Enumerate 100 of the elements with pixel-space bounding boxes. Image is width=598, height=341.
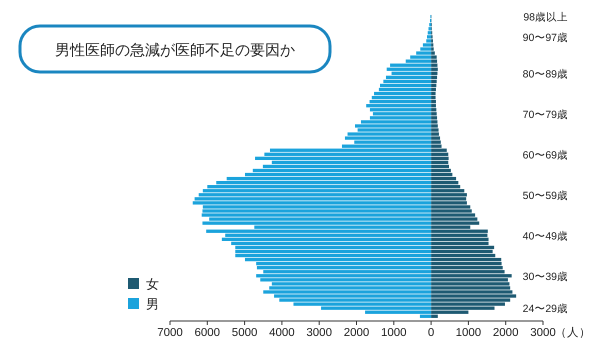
y-tick-label: 70〜79歳 — [522, 108, 568, 121]
x-tick-label: 3000 — [306, 327, 332, 339]
bar — [370, 100, 432, 104]
y-tick-label: 98歳以上 — [523, 10, 568, 24]
bar — [431, 258, 502, 262]
legend-label: 女 — [146, 276, 159, 292]
y-tick-label: 50〜59歳 — [522, 188, 568, 202]
bar — [386, 76, 432, 80]
bar — [366, 104, 432, 108]
bar — [222, 238, 432, 241]
bar — [235, 250, 432, 254]
bar — [431, 193, 467, 196]
bar — [256, 274, 432, 278]
bar — [431, 64, 438, 67]
bar — [431, 274, 512, 278]
bar — [202, 209, 432, 213]
bar — [390, 64, 432, 67]
bar — [431, 217, 478, 221]
bar — [431, 213, 476, 217]
y-tick-label: 90〜97歳 — [522, 30, 568, 44]
bar — [431, 205, 470, 209]
bar — [431, 152, 448, 156]
bar — [431, 164, 450, 168]
bar — [431, 100, 436, 104]
bar — [431, 234, 488, 237]
bar — [431, 96, 436, 100]
bar — [431, 124, 438, 128]
legend-label: 男 — [146, 296, 159, 312]
bar — [431, 282, 510, 286]
bar — [431, 172, 452, 176]
x-axis-title: （人） — [555, 326, 591, 339]
bar — [431, 189, 464, 192]
bar — [235, 254, 432, 258]
bar — [431, 148, 447, 152]
bar — [431, 238, 489, 241]
title: 男性医師の急減が医師不足の要因か — [18, 24, 332, 74]
bar — [431, 68, 438, 71]
bar — [431, 185, 460, 188]
bar — [344, 136, 432, 140]
bar — [198, 193, 432, 196]
bar — [372, 96, 432, 100]
bar — [386, 68, 432, 71]
bar — [372, 112, 432, 116]
bar — [431, 104, 436, 108]
x-tick-label: 1000 — [381, 327, 407, 339]
bar — [431, 160, 448, 164]
bar — [431, 168, 451, 172]
bar — [431, 136, 440, 140]
x-tick-label: 0 — [428, 327, 434, 339]
bar — [431, 290, 512, 294]
bar — [355, 124, 432, 128]
bar — [431, 221, 480, 225]
x-tick-label: 2000 — [492, 327, 518, 339]
bar — [348, 132, 432, 136]
bar — [431, 209, 472, 213]
y-tick-label: 40〜49歳 — [522, 229, 568, 242]
bar — [431, 60, 438, 63]
y-tick-label: 30〜39歳 — [522, 270, 568, 283]
bar — [431, 246, 494, 250]
bar — [431, 116, 438, 120]
bar — [431, 262, 502, 266]
bar — [431, 278, 508, 282]
bar — [194, 197, 432, 201]
bar — [431, 55, 437, 59]
bar — [431, 156, 449, 160]
bar — [380, 84, 432, 88]
x-tick-label: 5000 — [232, 327, 258, 339]
bar — [383, 80, 432, 84]
bar — [202, 189, 432, 192]
x-tick-label: 6000 — [194, 327, 220, 339]
bar — [235, 246, 432, 250]
bar — [431, 76, 438, 80]
bar — [263, 290, 432, 294]
bar — [256, 266, 432, 270]
y-tick-label: 80〜89歳 — [522, 67, 568, 80]
bar — [431, 132, 439, 136]
bar — [431, 201, 467, 205]
x-tick-label: 7000 — [157, 327, 183, 339]
bar — [428, 27, 432, 30]
bar — [431, 92, 436, 96]
y-tick-label: 60〜69歳 — [522, 148, 568, 162]
bar — [374, 92, 432, 96]
bar — [431, 120, 438, 124]
bar — [202, 213, 432, 217]
bar — [260, 278, 432, 282]
x-tick-label: 3000 — [530, 327, 556, 339]
bar — [426, 35, 432, 39]
bar — [192, 201, 432, 205]
bar — [431, 180, 458, 184]
y-tick-label: 24〜29歳 — [522, 302, 568, 316]
bar — [202, 221, 432, 225]
bar — [206, 230, 432, 233]
bar — [431, 286, 510, 290]
bar — [431, 112, 437, 116]
bar — [431, 294, 516, 298]
bar — [431, 88, 436, 92]
bar — [431, 140, 441, 144]
bar — [370, 108, 432, 112]
bar — [431, 197, 466, 201]
bar — [431, 176, 456, 180]
